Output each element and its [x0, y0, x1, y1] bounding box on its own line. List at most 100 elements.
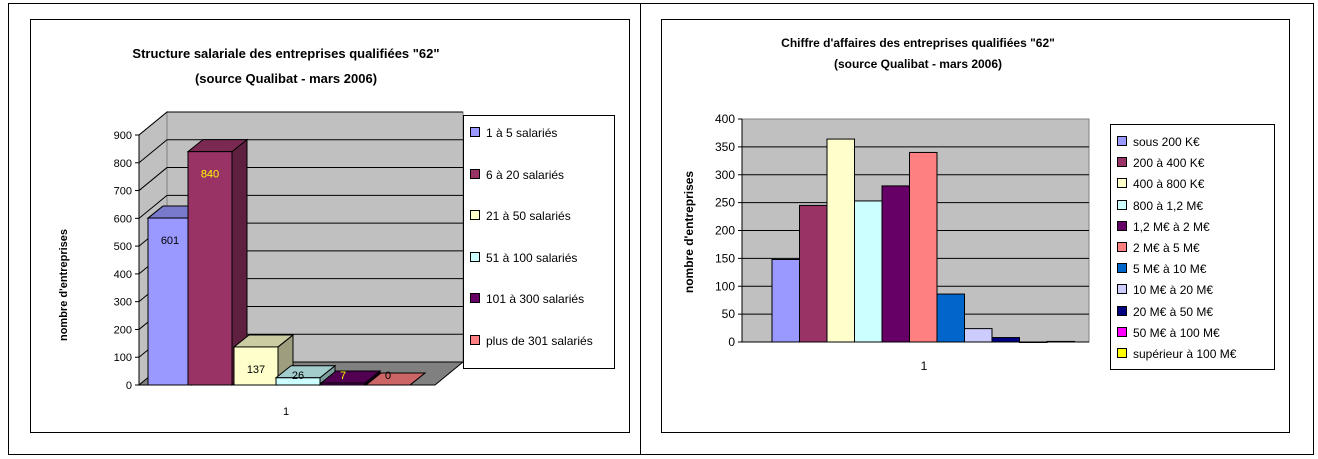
y-tick-label: 100 [114, 352, 132, 364]
legend-swatch [470, 293, 480, 303]
legend-swatch [1117, 178, 1127, 189]
gridline [138, 111, 463, 136]
bar [826, 138, 855, 343]
y-tick-label: 350 [715, 140, 735, 154]
chart-salary-structure-svg: Structure salariale des entreprises qual… [58, 46, 465, 418]
legend-swatch [1117, 348, 1127, 358]
legend-label: 50 M€ à 100 M€ [1133, 325, 1220, 340]
data-label: 0 [385, 370, 391, 382]
legend-label: 800 à 1,2 M€ [1133, 198, 1204, 213]
legend-label: 1 à 5 salariés [486, 126, 558, 140]
legend-label: 21 à 50 salariés [486, 209, 571, 223]
legend-label: 400 à 800 K€ [1133, 177, 1205, 192]
y-axis-title: nombre d'entreprises [682, 171, 696, 294]
gridline [138, 139, 463, 164]
chart-salary-structure: Structure salariale des entreprises qual… [30, 19, 630, 433]
legend-item: 800 à 1,2 M€ [1117, 199, 1203, 213]
legend-swatch [470, 251, 480, 262]
legend-label: 2 M€ à 5 M€ [1133, 241, 1200, 255]
chart-title: Structure salariale des entreprises qual… [132, 46, 439, 61]
legend-label: 6 à 20 salariés [486, 167, 565, 182]
legend-swatch [470, 334, 480, 345]
bar [854, 200, 883, 343]
legend-item: supérieur à 100 M€ [1117, 347, 1236, 361]
legend-swatch [1117, 157, 1127, 168]
legend-item: 200 à 400 K€ [1117, 156, 1204, 170]
y-axis-title: nombre d'entreprises [58, 229, 70, 341]
y-tick-label: 0 [728, 335, 735, 349]
legend-swatch [470, 168, 480, 179]
x-tick-label: 1 [921, 359, 928, 373]
legend-label: 101 à 300 salariés [486, 292, 585, 306]
legend-item: 2 M€ à 5 M€ [1117, 241, 1200, 255]
y-tick-label: 400 [715, 112, 735, 126]
bar [320, 382, 366, 386]
bar [799, 204, 828, 343]
chart-subtitle: (source Qualibat - mars 2006) [834, 57, 1002, 71]
gridline [138, 194, 463, 219]
y-tick-label: 600 [114, 213, 132, 225]
y-tick-label: 200 [114, 324, 132, 336]
chart-legend: 1 à 5 salariés 6 à 20 salariés 21 à 50 sal… [463, 115, 615, 369]
y-tick-label: 800 [114, 158, 132, 170]
legend-item: 21 à 50 salariés [470, 209, 571, 223]
legend-label: 10 M€ à 20 M€ [1133, 283, 1214, 298]
bar [275, 377, 321, 386]
legend-item: sous 200 K€ [1117, 135, 1200, 149]
bar [187, 151, 233, 386]
chart-legend: sous 200 K€ 200 à 400 K€ 400 à 800 K€ 800 à… [1110, 124, 1275, 370]
legend-swatch [1117, 305, 1127, 316]
legend-swatch [1117, 136, 1127, 146]
data-label: 137 [247, 364, 265, 376]
y-tick-label: 250 [715, 196, 735, 210]
legend-item: 51 à 100 salariés [470, 251, 577, 265]
legend-label: sous 200 K€ [1133, 135, 1200, 149]
y-tick-label: 500 [114, 241, 132, 253]
legend-swatch [470, 127, 480, 137]
bar [964, 328, 993, 343]
bar [881, 185, 910, 343]
legend-label: 51 à 100 salariés [486, 250, 578, 265]
legend-label: supérieur à 100 M€ [1133, 347, 1237, 361]
legend-swatch [1117, 242, 1127, 252]
legend-item: plus de 301 salariés [470, 334, 593, 348]
legend-item: 50 M€ à 100 M€ [1117, 326, 1220, 340]
y-tick-label: 700 [114, 186, 132, 198]
page-frame [8, 3, 1314, 455]
legend-item: 20 M€ à 50 M€ [1117, 305, 1213, 319]
bar [936, 293, 965, 343]
gridline [138, 167, 463, 191]
legend-label: 1,2 M€ à 2 M€ [1133, 219, 1210, 234]
data-label: 840 [201, 169, 219, 181]
legend-swatch [1117, 326, 1127, 337]
y-tick-label: 400 [114, 269, 132, 281]
legend-item: 5 M€ à 10 M€ [1117, 262, 1206, 276]
legend-swatch [1117, 284, 1127, 295]
legend-label: 200 à 400 K€ [1133, 156, 1205, 171]
bar [1046, 340, 1075, 343]
legend-swatch [1117, 199, 1127, 210]
bar [147, 217, 193, 386]
legend-item: 1 à 5 salariés [470, 126, 557, 140]
legend-label: plus de 301 salariés [486, 333, 593, 348]
x-tick-label: 1 [283, 406, 289, 418]
y-tick-label: 100 [715, 279, 735, 293]
legend-label: 5 M€ à 10 M€ [1133, 262, 1207, 277]
chart-title: Chiffre d'affaires des entreprises quali… [781, 36, 1055, 50]
chart-turnover: Chiffre d'affaires des entreprises quali… [661, 19, 1290, 433]
legend-item: 1,2 M€ à 2 M€ [1117, 220, 1210, 234]
legend-item: 101 à 300 salariés [470, 292, 584, 306]
chart-turnover-svg: Chiffre d'affaires des entreprises quali… [682, 36, 1090, 373]
chart-subtitle: (source Qualibat - mars 2006) [195, 71, 377, 86]
y-tick-label: 200 [715, 224, 735, 238]
y-tick-label: 50 [722, 307, 736, 321]
cell-divider [640, 3, 641, 455]
bar [233, 346, 279, 386]
bar [771, 258, 800, 343]
legend-item: 400 à 800 K€ [1117, 177, 1204, 191]
bar [1019, 341, 1048, 343]
legend-swatch [1117, 263, 1127, 274]
bar-top [364, 372, 427, 386]
y-tick-label: 300 [715, 168, 735, 182]
data-label: 26 [292, 370, 304, 382]
